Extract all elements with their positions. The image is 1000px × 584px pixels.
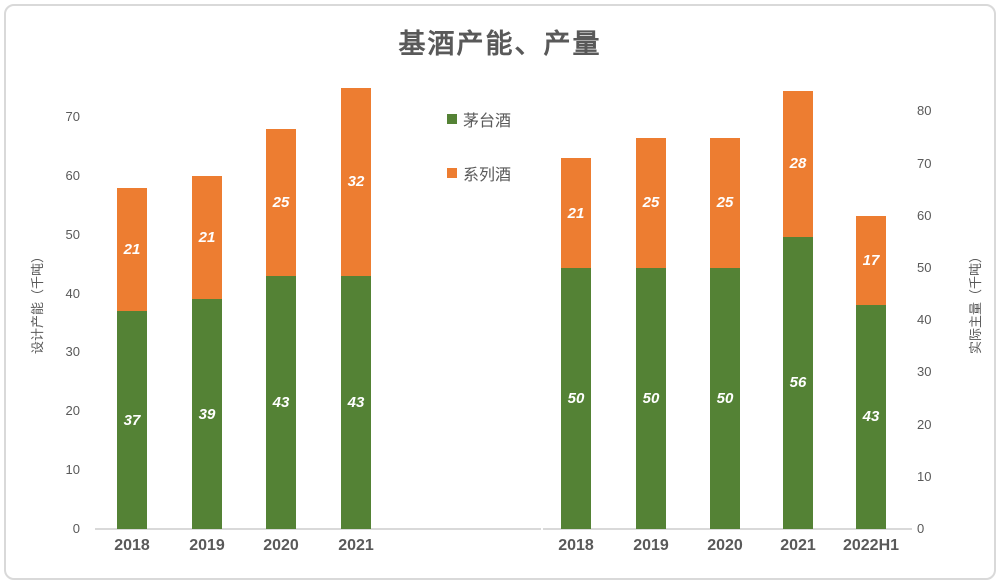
bar-value-label: 37 bbox=[123, 411, 141, 429]
left-y-tick-50: 50 bbox=[65, 226, 80, 242]
maotai-legend-label: 茅台酒 bbox=[463, 113, 512, 130]
bar-2019-series-segment: 25 bbox=[636, 137, 666, 268]
right-y-axis-title: 实际主量（千吨） bbox=[968, 250, 983, 355]
x-axis-label-2018: 2018 bbox=[114, 537, 150, 554]
bar-2018-maotai-segment: 50 bbox=[561, 268, 591, 529]
bar-value-label: 50 bbox=[567, 390, 585, 407]
left-y-tick-30: 30 bbox=[65, 344, 80, 360]
right-x-axis-line bbox=[543, 528, 912, 530]
bar-2018-maotai-segment: 37 bbox=[117, 311, 147, 529]
bar-2022H1-series-segment: 17 bbox=[856, 215, 886, 305]
bar-value-label: 32 bbox=[347, 173, 365, 191]
bar-value-label: 25 bbox=[642, 194, 660, 212]
left-y-tick-10: 10 bbox=[65, 462, 80, 478]
right-y-tick-30: 30 bbox=[917, 364, 932, 380]
bar-value-label: 43 bbox=[862, 408, 880, 426]
bar-2018-series-segment: 21 bbox=[561, 158, 591, 268]
left-y-tick-60: 60 bbox=[65, 167, 80, 183]
chart-border bbox=[4, 4, 996, 580]
chart-title: 基酒产能、产量 bbox=[398, 29, 602, 60]
x-axis-label-2021: 2021 bbox=[780, 537, 816, 554]
x-axis-label-2018: 2018 bbox=[558, 537, 594, 554]
maotai-legend-swatch bbox=[447, 114, 457, 124]
left-y-tick-40: 40 bbox=[65, 285, 80, 301]
bar-2021-series-segment: 32 bbox=[341, 87, 371, 276]
bar-2020-series-segment: 25 bbox=[710, 137, 740, 268]
bar-value-label: 21 bbox=[123, 240, 141, 258]
x-axis-label-2019: 2019 bbox=[189, 537, 225, 554]
bar-value-label: 50 bbox=[716, 390, 734, 407]
bar-2021-maotai-segment: 43 bbox=[341, 275, 371, 529]
bar-value-label: 25 bbox=[716, 194, 734, 212]
bar-2022H1-maotai-segment: 43 bbox=[856, 304, 886, 529]
right-y-tick-80: 80 bbox=[917, 103, 932, 119]
right-y-tick-50: 50 bbox=[917, 260, 932, 275]
bar-2021-maotai-segment: 56 bbox=[783, 236, 813, 529]
series-legend-swatch bbox=[447, 168, 457, 178]
bar-value-label: 25 bbox=[272, 193, 290, 211]
bar-2019-maotai-segment: 39 bbox=[192, 299, 222, 529]
bar-2020-series-segment: 25 bbox=[266, 128, 296, 276]
left-x-axis-line bbox=[95, 528, 541, 530]
bar-2019-maotai-segment: 50 bbox=[636, 268, 666, 529]
right-y-tick-60: 60 bbox=[917, 207, 932, 223]
bar-2021-series-segment: 28 bbox=[783, 90, 813, 237]
legend-item-maotai: 茅台酒 bbox=[447, 107, 511, 131]
series-legend-label: 系列酒 bbox=[463, 167, 512, 184]
bar-2019-series-segment: 21 bbox=[192, 175, 222, 300]
left-y-tick-20: 20 bbox=[65, 403, 80, 419]
legend-item-series: 系列酒 bbox=[447, 161, 511, 185]
bar-value-label: 17 bbox=[862, 251, 880, 269]
bar-2018-series-segment: 21 bbox=[117, 187, 147, 312]
bar-value-label: 21 bbox=[567, 204, 585, 222]
right-y-tick-40: 40 bbox=[917, 312, 932, 328]
left-y-tick-70: 70 bbox=[65, 108, 80, 124]
x-axis-label-2022H1: 2022H1 bbox=[842, 537, 900, 554]
bar-value-label: 21 bbox=[198, 229, 216, 247]
bar-value-label: 56 bbox=[789, 374, 807, 392]
bar-value-label: 43 bbox=[347, 393, 365, 411]
x-axis-label-2019: 2019 bbox=[633, 537, 669, 554]
right-y-tick-70: 70 bbox=[917, 155, 932, 171]
x-axis-label-2021: 2021 bbox=[338, 537, 374, 554]
right-y-tick-0: 0 bbox=[917, 521, 925, 536]
bar-value-label: 28 bbox=[789, 155, 807, 173]
bar-2020-maotai-segment: 50 bbox=[710, 268, 740, 529]
right-y-tick-20: 20 bbox=[917, 416, 932, 432]
right-y-tick-10: 10 bbox=[917, 468, 932, 484]
bar-value-label: 39 bbox=[198, 405, 216, 423]
bar-value-label: 50 bbox=[642, 390, 660, 407]
left-y-tick-0: 0 bbox=[72, 521, 80, 536]
bar-2020-maotai-segment: 43 bbox=[266, 275, 296, 529]
bar-value-label: 43 bbox=[272, 393, 290, 411]
x-axis-label-2020: 2020 bbox=[263, 537, 299, 554]
x-axis-label-2020: 2020 bbox=[707, 537, 743, 554]
